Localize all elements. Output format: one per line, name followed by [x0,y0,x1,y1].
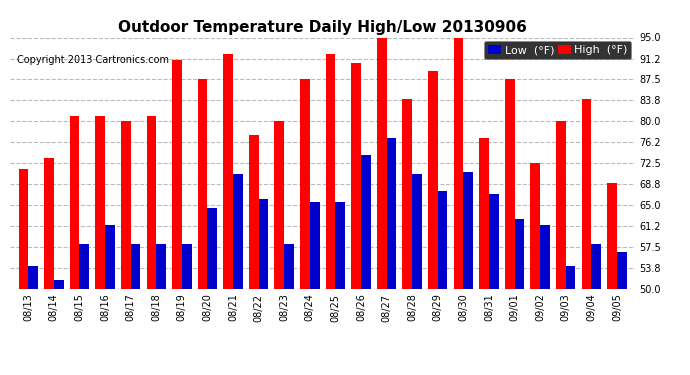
Bar [172,60,182,289]
Bar [489,194,499,289]
Bar [44,158,54,289]
Text: Copyright 2013 Cartronics.com: Copyright 2013 Cartronics.com [17,55,168,65]
Bar [259,200,268,289]
Bar [130,244,140,289]
Bar [79,244,89,289]
Bar [428,71,437,289]
Bar [275,121,284,289]
Bar [249,135,259,289]
Legend: Low  (°F), High  (°F): Low (°F), High (°F) [484,41,631,59]
Bar [540,225,550,289]
Bar [402,99,412,289]
Bar [146,116,156,289]
Bar [453,38,463,289]
Bar [377,38,386,289]
Bar [607,183,617,289]
Bar [591,244,601,289]
Bar [300,80,310,289]
Bar [233,174,243,289]
Bar [182,244,192,289]
Bar [335,202,345,289]
Bar [70,116,79,289]
Bar [326,54,335,289]
Bar [479,138,489,289]
Bar [566,266,575,289]
Bar [198,80,208,289]
Bar [95,116,105,289]
Bar [412,174,422,289]
Bar [351,63,361,289]
Bar [361,155,371,289]
Bar [617,252,627,289]
Bar [105,225,115,289]
Title: Outdoor Temperature Daily High/Low 20130906: Outdoor Temperature Daily High/Low 20130… [118,20,527,35]
Bar [156,244,166,289]
Bar [208,208,217,289]
Bar [121,121,130,289]
Bar [284,244,294,289]
Bar [463,171,473,289]
Bar [515,219,524,289]
Bar [54,280,63,289]
Bar [556,121,566,289]
Bar [531,163,540,289]
Bar [310,202,319,289]
Bar [505,80,515,289]
Bar [582,99,591,289]
Bar [437,191,448,289]
Bar [224,54,233,289]
Bar [386,138,396,289]
Bar [19,169,28,289]
Bar [28,266,38,289]
